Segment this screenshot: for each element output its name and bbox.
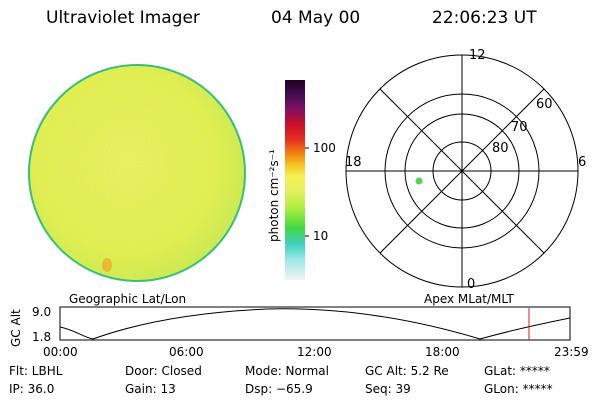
status-glat: GLat: ***** — [484, 364, 550, 378]
status-gain: Gain: 13 — [125, 382, 176, 396]
instrument-title: Ultraviolet Imager — [46, 8, 200, 28]
lat-label-80: 80 — [492, 141, 509, 156]
mlt-label-0: 0 — [467, 277, 476, 292]
lat-label-70: 70 — [511, 120, 528, 135]
header-date: 04 May 00 — [271, 8, 361, 28]
time-tick-0600: 06:00 — [169, 345, 204, 359]
status-glon: GLon: ***** — [484, 382, 553, 396]
mlt-label-6: 6 — [578, 155, 587, 170]
status-seq: Seq: 39 — [365, 382, 411, 396]
alt-ymin: 1.8 — [32, 330, 52, 344]
time-tick-1800: 18:00 — [425, 345, 460, 359]
time-tick-2359: 23:59 — [554, 345, 589, 359]
alt-ylabel: GC Alt — [9, 309, 23, 347]
spacecraft-marker — [415, 177, 423, 185]
status-dsp: Dsp: −65.9 — [245, 382, 313, 396]
colorbar-tick-100: 100 — [313, 141, 336, 155]
header-time: 22:06:23 UT — [432, 8, 537, 28]
mlt-label-18: 18 — [345, 155, 362, 170]
mlt-label-12: 12 — [469, 48, 486, 63]
status-flt: Flt: LBHL — [9, 364, 63, 378]
lat-label-60: 60 — [536, 97, 553, 112]
status-gcalt: GC Alt: 5.2 Re — [365, 364, 449, 378]
status-mode: Mode: Normal — [245, 364, 329, 378]
colorbar-tick-10: 10 — [313, 229, 329, 243]
time-tick-1200: 12:00 — [297, 345, 332, 359]
color-bar-scale — [285, 80, 305, 280]
altitude-curve — [59, 308, 571, 340]
alt-ymax: 9.0 — [32, 305, 52, 319]
time-tick-0000: 00:00 — [43, 345, 78, 359]
status-ip: IP: 36.0 — [9, 382, 55, 396]
uv-disk-texture — [30, 66, 244, 280]
geographic-label: Geographic Lat/Lon — [69, 292, 187, 306]
status-door: Door: Closed — [125, 364, 202, 378]
uv-bright-spot — [102, 258, 112, 272]
apex-label: Apex MLat/MLT — [424, 292, 514, 306]
